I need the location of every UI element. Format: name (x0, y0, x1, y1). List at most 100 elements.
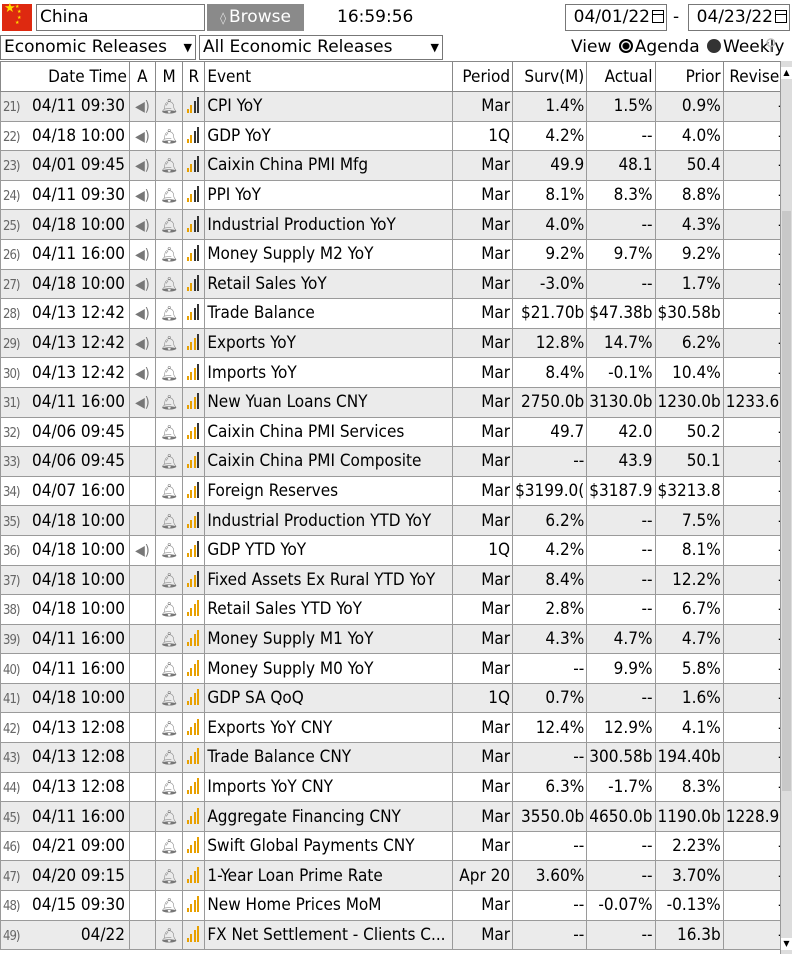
cell-datetime[interactable]: 40) 04/11 16:00 (0, 653, 130, 684)
cell-datetime[interactable]: 49) 04/22 (0, 919, 130, 951)
col-header-actual[interactable]: Actual (586, 61, 656, 92)
cell-datetime[interactable]: 44) 04/13 12:08 (0, 771, 130, 803)
cell-event[interactable]: Trade Balance (204, 298, 453, 329)
cell-datetime[interactable]: 47) 04/20 09:15 (0, 860, 130, 892)
bell-icon[interactable]: 🔔︎ (160, 158, 178, 175)
cell-monitor[interactable]: 🔔︎ (154, 91, 184, 122)
cell-event[interactable]: New Yuan Loans CNY (204, 386, 453, 418)
bell-icon[interactable]: 🔔︎ (160, 484, 178, 501)
agenda-radio[interactable] (618, 39, 633, 53)
cell-event[interactable]: Money Supply M2 YoY (204, 238, 453, 270)
table-row[interactable]: 36) 04/18 10:00 ◀︎) 🔔︎ GDP YTD YoY 1Q 4.2% -- 8.… (0, 534, 792, 566)
cell-datetime[interactable]: 43) 04/13 12:08 (0, 742, 130, 773)
table-row[interactable]: 33) 04/06 09:45 🔔︎ Caixin China PMI Composi… (0, 446, 792, 477)
table-row[interactable]: 21) 04/11 09:30 ◀︎) 🔔︎ CPI YoY Mar 1.4% 1.5% 0.9… (0, 91, 792, 122)
cell-monitor[interactable]: 🔔︎ (154, 712, 184, 744)
cell-datetime[interactable]: 41) 04/18 10:00 (0, 682, 130, 714)
bell-icon[interactable]: 🔔︎ (160, 99, 178, 116)
cell-alert[interactable] (128, 682, 156, 714)
table-row[interactable]: 28) 04/13 12:42 ◀︎) 🔔︎ Trade Balance Mar $21.7… (0, 298, 792, 329)
cell-alert[interactable]: ◀︎) (128, 298, 156, 329)
cell-monitor[interactable]: 🔔︎ (154, 505, 184, 536)
cell-alert[interactable] (128, 830, 156, 862)
bell-icon[interactable]: 🔔︎ (160, 188, 178, 205)
bell-icon[interactable]: 🔔︎ (160, 631, 178, 648)
bell-icon[interactable]: 🔔︎ (160, 602, 178, 619)
cell-monitor[interactable]: 🔔︎ (154, 771, 184, 803)
col-header-datetime[interactable]: Date Time (0, 61, 130, 92)
scroll-down-icon[interactable]: ▼ (781, 938, 792, 950)
cell-datetime[interactable]: 27) 04/18 10:00 (0, 268, 130, 300)
col-header-r[interactable]: R (182, 61, 206, 92)
cell-event[interactable]: GDP YTD YoY (204, 534, 453, 566)
table-row[interactable]: 40) 04/11 16:00 🔔︎ Money Supply M0 YoY Mar --… (0, 653, 792, 684)
col-header-survey[interactable]: Surv(M) (512, 61, 588, 92)
table-row[interactable]: 30) 04/13 12:42 ◀︎) 🔔︎ Imports YoY Mar 8.4% -0.… (0, 357, 792, 388)
bell-icon[interactable]: 🔔︎ (160, 898, 178, 915)
cell-monitor[interactable]: 🔔︎ (154, 209, 184, 240)
cell-event[interactable]: PPI YoY (204, 179, 453, 211)
cell-alert[interactable] (128, 594, 156, 625)
bell-icon[interactable]: 🔔︎ (160, 543, 178, 560)
cell-event[interactable]: Swift Global Payments CNY (204, 830, 453, 862)
user-icon[interactable]: ⚲ (765, 35, 777, 54)
table-row[interactable]: 27) 04/18 10:00 ◀︎) 🔔︎ Retail Sales YoY Mar -3… (0, 268, 792, 300)
table-row[interactable]: 24) 04/11 09:30 ◀︎) 🔔︎ PPI YoY Mar 8.1% 8.3% 8.8… (0, 179, 792, 211)
scroll-thumb[interactable] (782, 211, 791, 791)
cell-alert[interactable]: ◀︎) (128, 209, 156, 240)
cell-alert[interactable] (128, 446, 156, 477)
cell-event[interactable]: GDP SA QoQ (204, 682, 453, 714)
cell-monitor[interactable]: 🔔︎ (154, 890, 184, 921)
cell-monitor[interactable]: 🔔︎ (154, 742, 184, 773)
table-row[interactable]: 38) 04/18 10:00 🔔︎ Retail Sales YTD YoY Mar 2… (0, 594, 792, 625)
cell-event[interactable]: Trade Balance CNY (204, 742, 453, 773)
cell-alert[interactable]: ◀︎) (128, 179, 156, 211)
cell-alert[interactable] (128, 712, 156, 744)
cell-datetime[interactable]: 39) 04/11 16:00 (0, 623, 130, 655)
table-row[interactable]: 44) 04/13 12:08 🔔︎ Imports YoY CNY Mar 6.3% -1… (0, 771, 792, 803)
bell-icon[interactable]: 🔔︎ (160, 336, 178, 353)
bell-icon[interactable]: 🔔︎ (160, 572, 178, 589)
bell-icon[interactable]: 🔔︎ (160, 809, 178, 826)
cell-datetime[interactable]: 26) 04/11 16:00 (0, 238, 130, 270)
bell-icon[interactable]: 🔔︎ (160, 365, 178, 382)
bell-icon[interactable]: 🔔︎ (160, 720, 178, 737)
bell-icon[interactable]: 🔔︎ (160, 691, 178, 708)
cell-monitor[interactable]: 🔔︎ (154, 564, 184, 596)
cell-event[interactable]: Exports YoY (204, 327, 453, 359)
cell-alert[interactable]: ◀︎) (128, 238, 156, 270)
cell-monitor[interactable]: 🔔︎ (154, 682, 184, 714)
vertical-scrollbar[interactable]: ▲ ▼ (780, 61, 792, 954)
cell-monitor[interactable]: 🔔︎ (154, 179, 184, 211)
speaker-icon[interactable]: ◀︎) (135, 128, 150, 145)
table-row[interactable]: 32) 04/06 09:45 🔔︎ Caixin China PMI Service… (0, 416, 792, 448)
cell-alert[interactable] (128, 890, 156, 921)
cell-event[interactable]: Foreign Reserves (204, 475, 453, 507)
cell-datetime[interactable]: 35) 04/18 10:00 (0, 505, 130, 536)
table-row[interactable]: 26) 04/11 16:00 ◀︎) 🔔︎ Money Supply M2 YoY Ma… (0, 238, 792, 270)
cell-event[interactable]: GDP YoY (204, 120, 453, 152)
table-row[interactable]: 42) 04/13 12:08 🔔︎ Exports YoY CNY Mar 12.4% 1… (0, 712, 792, 744)
cell-monitor[interactable]: 🔔︎ (154, 416, 184, 448)
cell-alert[interactable] (128, 771, 156, 803)
cell-datetime[interactable]: 30) 04/13 12:42 (0, 357, 130, 388)
cell-monitor[interactable]: 🔔︎ (154, 268, 184, 300)
cell-monitor[interactable]: 🔔︎ (154, 357, 184, 388)
cell-datetime[interactable]: 28) 04/13 12:42 (0, 298, 130, 329)
table-row[interactable]: 46) 04/21 09:00 🔔︎ Swift Global Payments CN… (0, 830, 792, 862)
bell-icon[interactable]: 🔔︎ (160, 868, 178, 885)
table-row[interactable]: 43) 04/13 12:08 🔔︎ Trade Balance CNY Mar -- 30… (0, 742, 792, 773)
cell-alert[interactable]: ◀︎) (128, 534, 156, 566)
col-header-a[interactable]: A (128, 61, 156, 92)
cell-datetime[interactable]: 22) 04/18 10:00 (0, 120, 130, 152)
table-row[interactable]: 45) 04/11 16:00 🔔︎ Aggregate Financing CNY M… (0, 801, 792, 832)
bell-icon[interactable]: 🔔︎ (160, 513, 178, 530)
cell-alert[interactable] (128, 919, 156, 951)
calendar-icon[interactable] (775, 10, 787, 23)
bell-icon[interactable]: 🔔︎ (160, 217, 178, 234)
cell-alert[interactable]: ◀︎) (128, 386, 156, 418)
speaker-icon[interactable]: ◀︎) (135, 543, 150, 560)
cell-event[interactable]: Aggregate Financing CNY (204, 801, 453, 832)
table-row[interactable]: 47) 04/20 09:15 🔔︎ 1-Year Loan Prime Rate Ap… (0, 860, 792, 892)
